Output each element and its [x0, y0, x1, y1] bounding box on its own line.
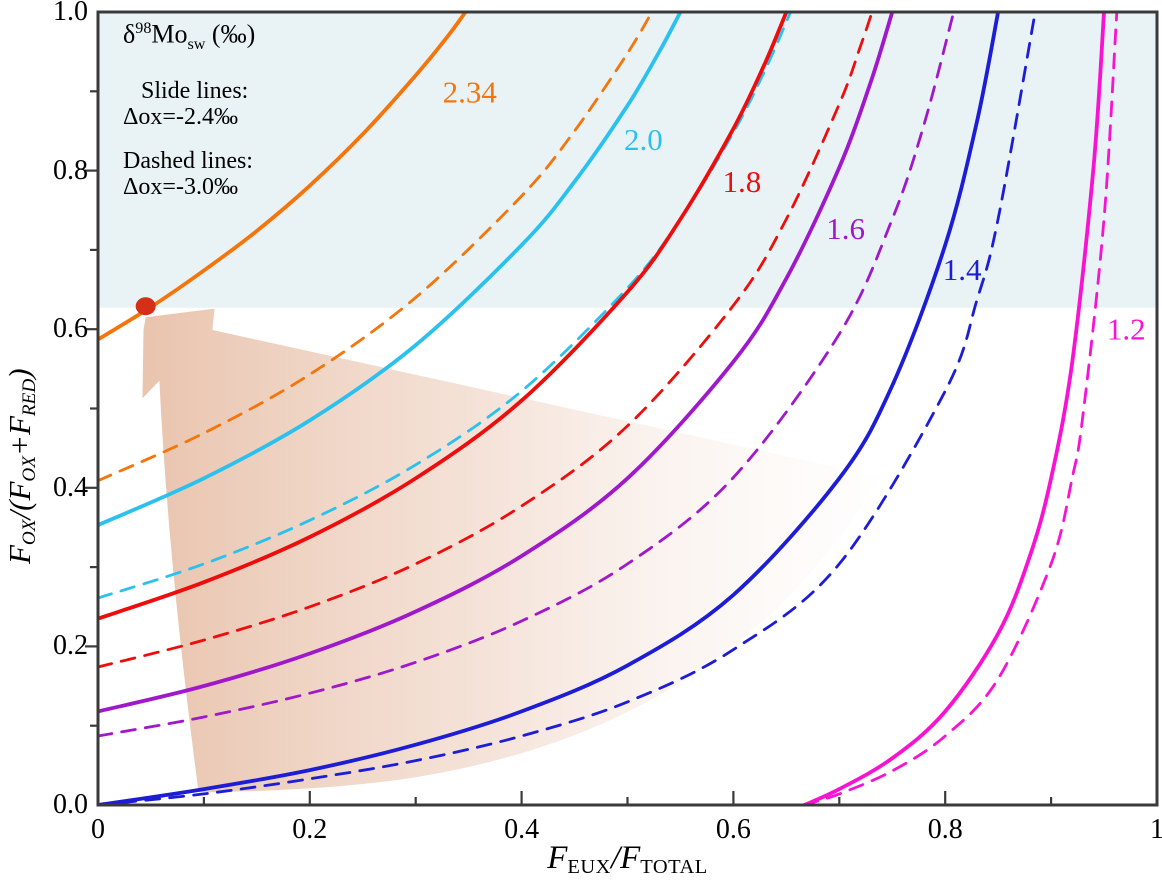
y-tick-label-1.0: 1.0	[53, 0, 88, 27]
curve-label-1.6: 1.6	[826, 211, 865, 246]
curve-solid-2.34	[98, 12, 468, 342]
legend-title: δ98Mosw (‰)	[123, 19, 256, 53]
curve-label-1.8: 1.8	[722, 164, 761, 199]
y-axis-title-part: OX	[18, 519, 40, 546]
x-tick-label-0.4: 0.4	[504, 814, 540, 845]
y-axis-title-part: RED	[18, 378, 40, 417]
curve-solid-1.2	[802, 12, 1106, 805]
y-tick-label-0.4: 0.4	[53, 471, 88, 503]
y-axis-title-part: )	[2, 368, 37, 379]
x-tick-label-0.2: 0.2	[292, 814, 328, 845]
curve-solid-2.0	[98, 12, 683, 527]
curve-dashed-2.0	[98, 12, 792, 600]
curve-solid-1.6	[98, 12, 895, 714]
curve-label-2.0: 2.0	[624, 122, 663, 157]
curve-dashed-1.4	[98, 12, 1037, 805]
modern-seawater-point	[135, 297, 156, 316]
curve-label-1.2: 1.2	[1107, 311, 1146, 346]
curve-dashed-1.2	[803, 12, 1119, 805]
x-axis-title-part: /	[610, 840, 621, 876]
legend-solid-label: Slide lines:	[141, 77, 249, 104]
legend: δ98Mosw (‰) Slide lines: Δox=-2.4‰ Dashe…	[123, 16, 255, 200]
y-axis-title: FOX/(FOX+FRED)	[2, 368, 41, 564]
curves-group	[98, 12, 1119, 805]
y-tick-label-0.0: 0.0	[53, 789, 88, 820]
axis-ticks	[85, 90, 1053, 805]
x-axis-title-part: F	[547, 840, 568, 876]
curve-solid-1.4	[98, 12, 1000, 805]
legend-dashed-value: Δox=-3.0‰	[123, 173, 238, 200]
x-axis-title-part: F	[620, 840, 641, 876]
y-axis-title-part: +	[2, 435, 37, 456]
x-axis-title-part: EUX	[567, 856, 611, 879]
x-tick-label-0.6: 0.6	[715, 814, 751, 845]
legend-dashed-label: Dashed lines:	[123, 147, 253, 174]
y-tick-label-0.6: 0.6	[53, 313, 88, 345]
shaded-seawater-band	[98, 12, 1157, 308]
x-tick-label-0: 0	[91, 814, 105, 845]
curve-dashed-1.8	[98, 12, 874, 669]
y-axis-title-part: F	[2, 545, 37, 564]
trend-arrow	[142, 308, 880, 793]
x-tick-label-0.8: 0.8	[927, 814, 963, 845]
curve-label-1.4: 1.4	[943, 252, 982, 287]
y-tick-label-0.2: 0.2	[53, 630, 88, 662]
x-tick-label-1: 1	[1150, 814, 1162, 845]
curve-solid-1.8	[98, 12, 789, 621]
x-axis-title-part: TOTAL	[640, 856, 708, 879]
curve-dashed-2.34	[98, 12, 654, 483]
curve-label-2.34: 2.34	[443, 74, 498, 109]
x-axis-title: FEUX/FTOTAL	[98, 840, 1157, 879]
legend-solid-value: Δox=-2.4‰	[123, 103, 238, 130]
curve-dashed-1.6	[98, 12, 956, 738]
y-tick-label-0.8: 0.8	[53, 154, 88, 186]
y-axis-title-part: F	[2, 416, 37, 436]
